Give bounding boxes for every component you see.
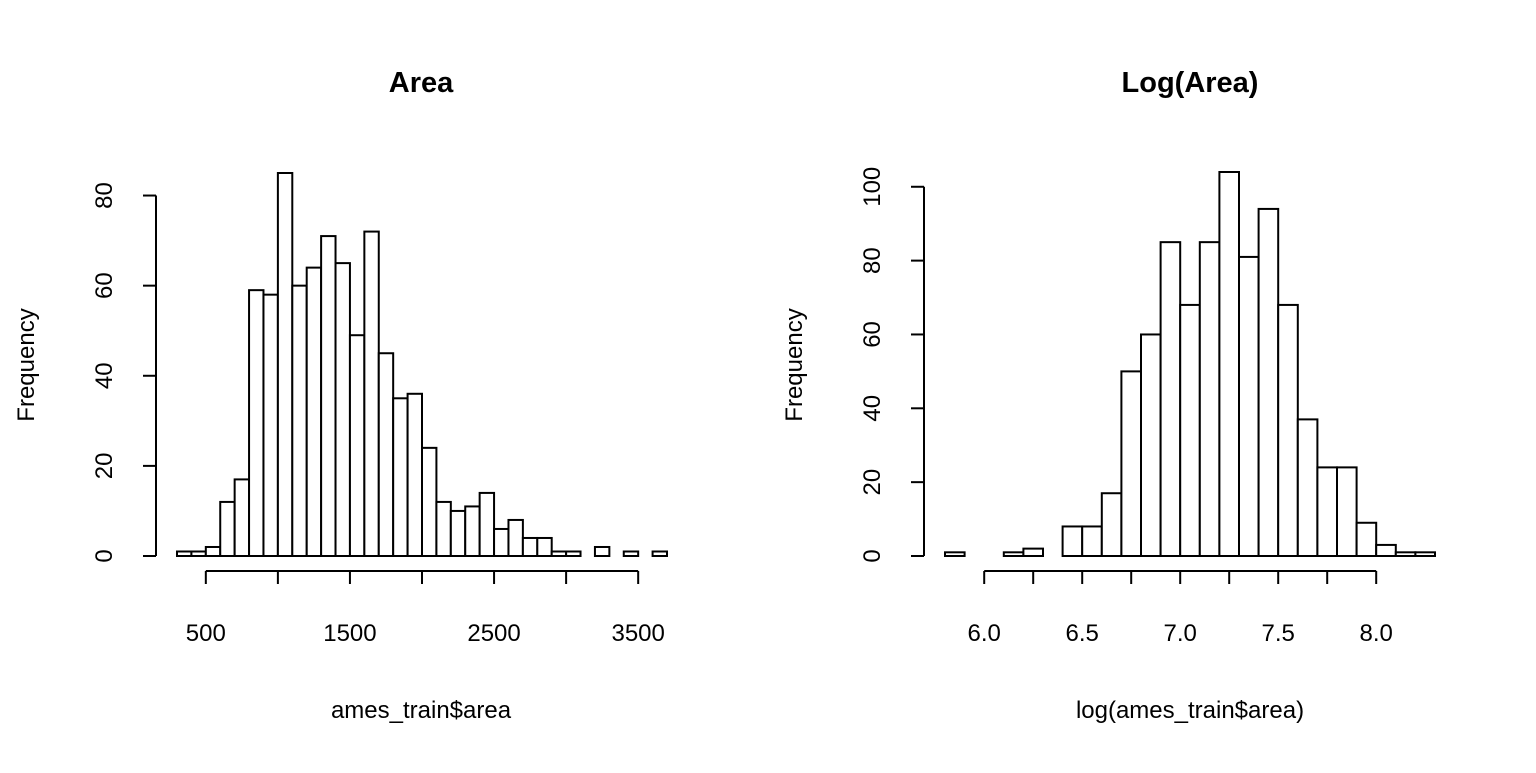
histogram-bar (1100, 492, 1123, 558)
x-axis: 500 1500 2500 3500 (186, 570, 665, 647)
x-tick-label: 7.5 (1262, 620, 1295, 647)
y-axis: 0 20 40 60 80 100 (859, 167, 925, 563)
histogram-bar (478, 491, 496, 557)
histogram-bar (1002, 551, 1025, 557)
chart-title: Log(Area) (1122, 67, 1259, 99)
y-axis-label: Frequency (13, 308, 40, 421)
histogram-bar (421, 446, 438, 557)
y-tick-label: 80 (91, 182, 118, 209)
bars (944, 171, 1437, 558)
histogram-bar (550, 550, 568, 558)
histogram-bar (622, 550, 640, 558)
bars (176, 172, 669, 558)
histogram-bar (521, 536, 539, 557)
histogram-bar (1257, 207, 1280, 558)
y-tick-label: 40 (91, 362, 118, 389)
histogram-bar (1375, 543, 1397, 558)
histogram-bar (1336, 466, 1358, 557)
x-axis: 6.0 6.5 7.0 7.5 8.0 (968, 570, 1393, 647)
histogram-bar (377, 352, 395, 557)
y-tick-label: 100 (859, 167, 886, 207)
histogram-bar (435, 500, 452, 557)
histogram-bar (1316, 466, 1339, 557)
chart-title: Area (389, 67, 454, 99)
histogram-bar (449, 509, 467, 557)
histogram-bar (1218, 171, 1241, 557)
x-tick-label: 7.0 (1164, 620, 1197, 647)
histogram-bar (593, 545, 611, 557)
histogram-bar (262, 293, 279, 557)
x-tick-label: 6.0 (968, 620, 1001, 647)
histogram-bar (651, 550, 669, 558)
histogram-bar (1277, 303, 1299, 557)
histogram-bar (565, 550, 582, 558)
histogram-bar (233, 478, 251, 557)
y-tick-label: 60 (91, 272, 118, 299)
histogram-bar (305, 266, 323, 557)
y-tick-label: 0 (859, 549, 886, 562)
histogram-bar (1081, 525, 1103, 558)
histogram-bar (507, 518, 524, 557)
y-axis: 0 20 40 60 80 (91, 182, 157, 563)
x-axis-label: log(ames_train$area) (1076, 697, 1304, 724)
histogram-bar (1140, 333, 1162, 558)
y-tick-label: 60 (859, 321, 886, 348)
x-tick-label: 1500 (323, 620, 376, 647)
histogram-bar (1198, 241, 1221, 557)
panel-area: Area ames_train$area Frequency 500 1500 25… (13, 67, 669, 724)
y-tick-label: 20 (91, 453, 118, 480)
histogram-bar (1061, 525, 1084, 558)
histogram-bar (334, 262, 351, 557)
histogram-bar (1355, 521, 1378, 557)
histogram-bar (1179, 303, 1201, 557)
histogram-bar (1120, 370, 1143, 557)
histogram-bar (320, 235, 337, 557)
histogram-bar (1238, 255, 1260, 557)
histogram-bar (204, 545, 222, 557)
histogram-bar (219, 500, 236, 557)
x-tick-label: 6.5 (1066, 620, 1099, 647)
histogram-bar (1159, 241, 1182, 557)
y-tick-label: 80 (859, 247, 886, 274)
x-tick-label: 3500 (611, 620, 664, 647)
x-tick-label: 8.0 (1360, 620, 1393, 647)
histogram-bar (276, 172, 294, 557)
histogram-bar (348, 334, 366, 557)
histogram-bar (1394, 551, 1417, 557)
histogram-bar (493, 527, 510, 558)
histogram-bar (291, 284, 308, 557)
y-axis-label: Frequency (781, 308, 808, 421)
histogram-bar (1414, 551, 1437, 557)
histogram-bar (1296, 418, 1319, 557)
y-tick-label: 20 (859, 469, 886, 496)
histogram-bar (406, 392, 423, 557)
histogram-bar (536, 536, 553, 557)
histogram-bar (176, 550, 193, 558)
y-tick-label: 40 (859, 395, 886, 422)
histogram-bar (248, 289, 265, 557)
panel-log-area: Log(Area) log(ames_train$area) Frequency… (781, 67, 1437, 724)
histogram-bar (464, 505, 481, 558)
histogram-bar (1022, 547, 1045, 557)
x-tick-label: 500 (186, 620, 226, 647)
histogram-bar (392, 397, 409, 558)
histogram-bar (944, 551, 966, 557)
x-tick-label: 2500 (467, 620, 520, 647)
x-axis-label: ames_train$area (331, 697, 512, 724)
y-tick-label: 0 (91, 549, 118, 562)
histogram-bar (190, 550, 207, 558)
histogram-bar (363, 230, 380, 557)
